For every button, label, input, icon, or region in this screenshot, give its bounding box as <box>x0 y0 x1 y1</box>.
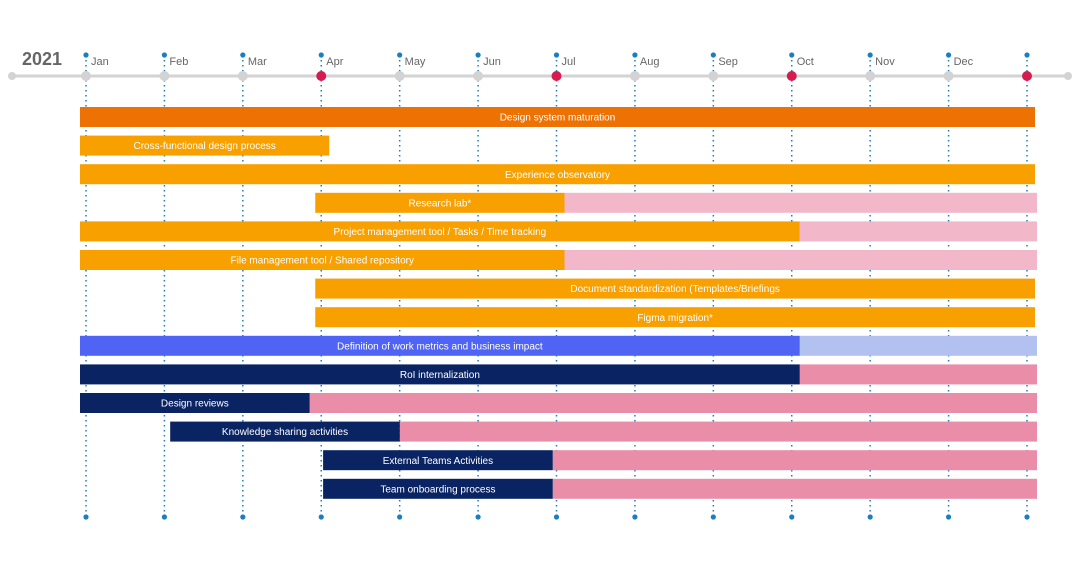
milestone <box>1022 71 1032 81</box>
month-label: May <box>405 56 426 68</box>
task-label: RoI internalization <box>400 370 480 381</box>
month-dot <box>159 71 170 81</box>
task-bar <box>80 135 330 156</box>
tick-dot <box>1024 52 1030 58</box>
month-label: Dec <box>954 56 974 68</box>
milestone <box>316 71 327 81</box>
month-label: Mar <box>248 56 267 68</box>
task-bar <box>315 192 565 213</box>
task-bar <box>170 421 400 442</box>
task-extension <box>399 421 1037 442</box>
task-bar <box>315 278 1035 299</box>
month-dot <box>865 71 876 81</box>
task-bar <box>315 307 1035 328</box>
task-label: Team onboarding process <box>380 484 495 495</box>
month-label: Jul <box>562 56 576 68</box>
task-extension <box>552 478 1037 499</box>
task-label: Definition of work metrics and business … <box>337 341 543 352</box>
tick-dot <box>161 514 168 520</box>
tick-dot <box>1024 514 1030 520</box>
task-extension <box>552 450 1037 471</box>
tick-dot <box>240 514 246 520</box>
task-bar <box>80 250 565 270</box>
task-label: Document standardization (Templates/Brie… <box>570 284 780 295</box>
task-bar <box>80 221 800 242</box>
task-bar <box>80 107 1035 127</box>
month-dot <box>81 71 91 81</box>
axis-end <box>8 72 16 80</box>
tick-dot <box>318 52 324 58</box>
task-label: Research lab* <box>408 198 471 209</box>
task-label: Cross-functional design process <box>133 141 275 152</box>
tick-dot <box>553 514 560 520</box>
month-label: Nov <box>875 56 895 68</box>
tick-dot <box>710 52 716 58</box>
task-bar <box>323 450 553 471</box>
month-label: Jun <box>483 56 501 68</box>
task-extension <box>309 393 1037 413</box>
tick-dot <box>240 52 246 58</box>
task-label: Figma migration* <box>637 313 713 324</box>
task-label: File management tool / Shared repository <box>231 256 414 267</box>
tick-dot <box>945 52 952 58</box>
tick-dot <box>397 514 403 520</box>
task-bar <box>80 164 1035 185</box>
task-extension <box>564 250 1037 270</box>
month-dot <box>394 71 405 81</box>
month-dot <box>708 71 719 81</box>
tick-dot <box>83 514 89 520</box>
month-dot <box>473 71 484 81</box>
milestone <box>551 71 562 81</box>
task-label: External Teams Activities <box>383 456 493 467</box>
month-label: Aug <box>640 56 660 68</box>
month-label: Jan <box>91 56 109 68</box>
task-extension <box>799 335 1037 356</box>
axis-end <box>1064 72 1072 80</box>
month-label: Apr <box>326 56 343 68</box>
task-extension <box>799 364 1037 385</box>
month-label: Oct <box>797 56 814 68</box>
task-bar <box>80 335 800 356</box>
task-label: Experience observatory <box>505 170 610 181</box>
tick-dot <box>632 52 638 58</box>
task-label: Design system maturation <box>500 113 616 124</box>
tick-dot <box>475 514 481 520</box>
month-dot <box>237 71 248 81</box>
month-label: Sep <box>718 56 738 68</box>
task-label: Project management tool / Tasks / Time t… <box>334 227 547 238</box>
task-extension <box>799 221 1037 242</box>
tick-dot <box>475 52 481 58</box>
task-label: Knowledge sharing activities <box>222 427 348 438</box>
task-bar <box>323 478 553 499</box>
tick-dot <box>945 514 952 520</box>
tick-dot <box>83 52 89 58</box>
task-label: Design reviews <box>161 399 229 410</box>
tick-dot <box>867 52 873 58</box>
tick-dot <box>318 514 324 520</box>
tick-dot <box>710 514 716 520</box>
month-dot <box>629 71 640 81</box>
tick-dot <box>867 514 873 520</box>
tick-dot <box>789 52 795 58</box>
month-label: Feb <box>169 56 188 68</box>
tick-dot <box>789 514 795 520</box>
year-title: 2021 <box>22 49 62 69</box>
tick-dot <box>632 514 638 520</box>
task-bar <box>80 364 800 385</box>
month-dot <box>943 71 954 81</box>
milestone <box>786 71 797 81</box>
tick-dot <box>553 52 560 58</box>
task-extension <box>564 192 1037 213</box>
task-bar <box>80 393 310 413</box>
tick-dot <box>397 52 403 58</box>
tick-dot <box>161 52 168 58</box>
